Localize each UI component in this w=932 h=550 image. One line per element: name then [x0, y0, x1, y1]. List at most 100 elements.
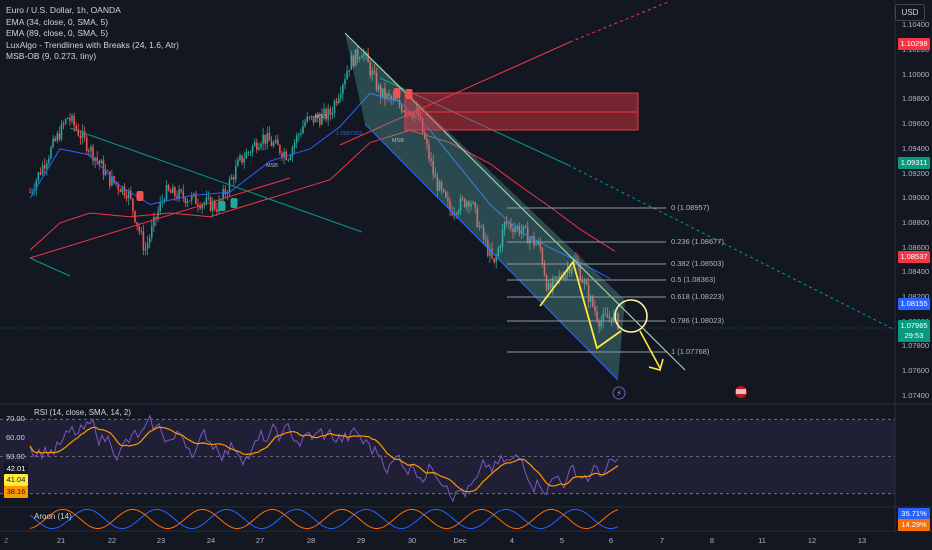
- candle-body: [270, 140, 273, 147]
- legend-ema-89[interactable]: EMA (89, close, 0, SMA, 5): [6, 28, 109, 38]
- candle-body: [106, 170, 109, 172]
- candle-body: [281, 153, 283, 158]
- candle-body: [606, 314, 609, 318]
- candle-body: [558, 275, 560, 278]
- candle-body: [251, 146, 254, 153]
- candle-body: [98, 160, 101, 164]
- time-tick: 22: [107, 536, 117, 545]
- time-tick: 8: [709, 536, 715, 545]
- candle-body: [432, 160, 434, 175]
- candle-body: [241, 155, 243, 163]
- candle-body: [132, 198, 134, 211]
- legend-msb-ob[interactable]: MSB-OB (9, 0.273, tiny): [6, 51, 97, 61]
- candle-body: [92, 146, 94, 161]
- candle-body: [447, 197, 449, 202]
- candle-body: [331, 112, 334, 115]
- candle-body: [419, 116, 422, 119]
- candle-body: [550, 283, 552, 289]
- candle-body: [342, 84, 344, 94]
- rsi-legend[interactable]: RSI (14, close, SMA, 14, 2): [34, 408, 131, 417]
- candle-body: [81, 130, 84, 139]
- signal-marker: [218, 201, 226, 211]
- candle-body: [493, 258, 495, 262]
- rsi-value-badge: 41.04: [4, 474, 28, 486]
- price-tick: 1.09800: [902, 94, 930, 104]
- candle-body: [60, 123, 63, 140]
- candle-body: [310, 115, 313, 118]
- candle-body: [123, 186, 126, 196]
- candle-body: [436, 177, 439, 191]
- candle-body: [384, 88, 386, 100]
- symbol-title[interactable]: Euro / U.S. Dollar, 1h, OANDA: [6, 5, 121, 15]
- rsi-tick: 70.00: [6, 414, 25, 424]
- candle-body: [495, 256, 497, 262]
- candle-body: [262, 134, 264, 144]
- candle-body: [142, 231, 145, 251]
- candle-body: [67, 117, 69, 119]
- candle-body: [457, 211, 460, 215]
- candle-body: [466, 201, 468, 208]
- rsi-tick: 60.00: [6, 432, 25, 442]
- candle-body: [499, 246, 502, 249]
- candle-body: [568, 268, 571, 274]
- candle-body: [222, 189, 224, 200]
- candle-body: [346, 71, 348, 80]
- candle-body: [524, 225, 527, 228]
- aroon-up-line: [29, 508, 619, 530]
- candle-body: [277, 139, 279, 146]
- candle-body: [371, 70, 374, 76]
- price-badge: 1.08537: [898, 251, 930, 263]
- price-tick: 1.07400: [902, 390, 930, 400]
- candle-body: [396, 99, 399, 101]
- candle-body: [43, 165, 46, 169]
- time-tick: 21: [56, 536, 66, 545]
- timezone-label[interactable]: Z: [4, 536, 9, 545]
- candle-body: [440, 181, 443, 190]
- candle-body: [48, 158, 50, 164]
- candle-body: [335, 101, 338, 104]
- candle-body: [235, 166, 237, 180]
- candle-body: [256, 142, 258, 150]
- candle-body: [115, 182, 117, 185]
- candle-body: [394, 97, 397, 101]
- signal-marker: [405, 89, 413, 99]
- candle-body: [400, 105, 403, 112]
- candle-body: [293, 142, 296, 148]
- candle-body: [245, 152, 248, 159]
- legend-ema-34[interactable]: EMA (34, close, 0, SMA, 5): [6, 16, 109, 27]
- signal-marker: [136, 191, 144, 201]
- projection-zigzag: [539, 259, 622, 350]
- time-tick: 23: [156, 536, 166, 545]
- trendline: [29, 257, 71, 277]
- fib-level-label: 0.5 (1.08363): [671, 275, 716, 284]
- price-tick: 1.08600: [902, 242, 930, 252]
- candle-body: [407, 111, 409, 114]
- candle-body: [274, 139, 277, 143]
- candle-body: [125, 195, 128, 199]
- rsi-value-badge: 38.16: [4, 486, 28, 498]
- candle-body: [316, 115, 319, 118]
- fib-level-label: 0 (1.08957): [671, 203, 710, 212]
- candle-body: [176, 196, 178, 199]
- candle-body: [314, 115, 317, 123]
- candle-body: [333, 101, 336, 113]
- aroon-legend[interactable]: Aroon (14): [34, 512, 72, 521]
- candle-body: [340, 93, 342, 98]
- price-tick: 1.08800: [902, 217, 930, 227]
- candle-body: [451, 211, 453, 216]
- legend-luxalgo-trendlines[interactable]: LuxAlgo - Trendlines with Breaks (24, 1.…: [6, 39, 179, 50]
- time-tick: 11: [758, 536, 766, 545]
- candle-body: [151, 226, 153, 238]
- candle-body: [117, 184, 119, 190]
- candle-body: [73, 115, 75, 126]
- price-tick: 1.09600: [902, 119, 930, 129]
- candle-body: [468, 201, 470, 207]
- candle-body: [266, 132, 269, 144]
- candle-body: [480, 226, 483, 227]
- price-tick: 1.08200: [902, 292, 930, 302]
- candle-body: [497, 248, 500, 257]
- currency-button[interactable]: USD: [895, 4, 925, 21]
- candle-body: [373, 70, 376, 73]
